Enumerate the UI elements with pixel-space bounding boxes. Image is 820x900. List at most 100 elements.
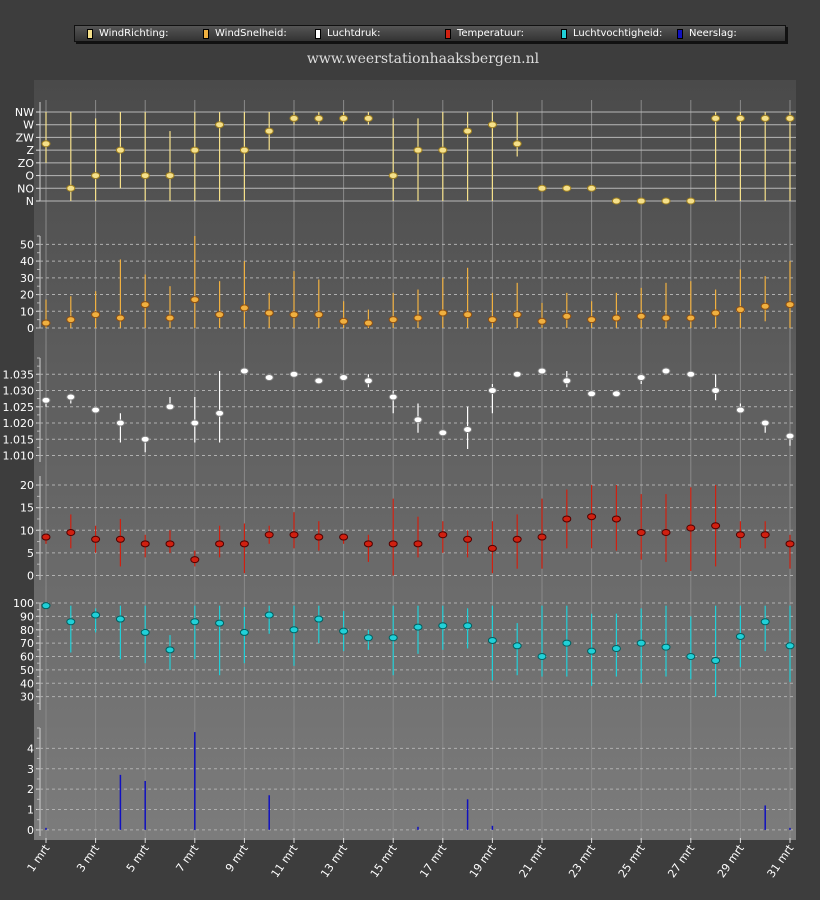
y-tick-label: 80: [20, 624, 34, 637]
data-point: [140, 435, 150, 443]
data-point: [562, 515, 572, 523]
legend-item: WindSnelheid:: [199, 28, 287, 39]
data-point: [735, 531, 745, 539]
y-tick-label: 4: [27, 742, 34, 755]
data-point: [487, 316, 497, 324]
data-point: [339, 533, 349, 541]
data-point: [339, 114, 349, 122]
data-point: [611, 644, 621, 652]
data-point: [413, 540, 423, 548]
data-point: [463, 535, 473, 543]
legend-swatch: [203, 28, 209, 39]
data-point: [66, 618, 76, 626]
y-tick-label: 1: [27, 804, 34, 817]
y-tick-label: NW: [15, 106, 34, 119]
data-point: [785, 642, 795, 650]
data-point: [661, 314, 671, 322]
data-point: [140, 301, 150, 309]
data-point: [41, 396, 51, 404]
legend: WindRichting: WindSnelheid: Luchtdruk: Temp…: [74, 25, 786, 42]
legend-label: Neerslag:: [689, 28, 737, 39]
data-point: [537, 317, 547, 325]
x-tick-label: 21 mrt: [517, 842, 549, 880]
data-point: [537, 184, 547, 192]
y-tick-label: 50: [20, 238, 34, 251]
data-point: [165, 314, 175, 322]
data-point: [785, 432, 795, 440]
data-point: [413, 416, 423, 424]
y-tick-label: 90: [20, 610, 34, 623]
data-point: [413, 146, 423, 154]
data-point: [41, 140, 51, 148]
data-point: [661, 529, 671, 537]
data-point: [215, 311, 225, 319]
data-point: [314, 615, 324, 623]
data-point: [487, 544, 497, 552]
data-point: [264, 127, 274, 135]
x-tick-label: 11 mrt: [269, 842, 301, 880]
data-point: [636, 312, 646, 320]
data-point: [190, 556, 200, 564]
data-point: [785, 301, 795, 309]
data-point: [661, 367, 671, 375]
x-tick-label: 27 mrt: [665, 842, 697, 880]
data-point: [289, 531, 299, 539]
data-point: [587, 513, 597, 521]
data-point: [735, 306, 745, 314]
data-point: [512, 140, 522, 148]
y-tick-label: 60: [20, 651, 34, 664]
legend-item: WindRichting:: [83, 28, 168, 39]
data-point: [239, 304, 249, 312]
data-point: [438, 531, 448, 539]
data-point: [611, 515, 621, 523]
website-title: www.weerstationhaaksbergen.nl: [306, 51, 540, 67]
y-tick-label: W: [23, 119, 34, 132]
data-point: [363, 319, 373, 327]
x-tick-label: 9 mrt: [223, 842, 251, 875]
data-point: [686, 653, 696, 660]
legend-item: Temperatuur:: [441, 28, 524, 39]
data-point: [215, 121, 225, 129]
y-tick-label: 10: [20, 305, 34, 318]
data-point: [661, 197, 671, 205]
y-tick-label: Z: [26, 144, 34, 157]
data-point: [438, 429, 448, 437]
x-tick-label: 15 mrt: [368, 842, 400, 880]
data-point: [785, 540, 795, 548]
x-tick-label: 29 mrt: [715, 842, 747, 880]
data-point: [215, 540, 225, 548]
legend-item: Luchtvochtigheid:: [557, 28, 662, 39]
data-point: [686, 197, 696, 205]
data-point: [512, 535, 522, 543]
y-tick-label: 1.035: [3, 368, 35, 381]
y-tick-label: 1.020: [3, 417, 35, 430]
data-point: [239, 628, 249, 636]
data-point: [587, 390, 597, 398]
y-tick-label: 100: [13, 597, 34, 610]
data-point: [438, 146, 448, 154]
data-point: [487, 121, 497, 129]
legend-item: Neerslag:: [673, 28, 737, 39]
data-point: [66, 529, 76, 537]
data-point: [587, 316, 597, 324]
data-point: [711, 309, 721, 317]
x-tick-label: 31 mrt: [765, 842, 797, 880]
data-point: [264, 309, 274, 317]
data-point: [537, 367, 547, 375]
data-point: [264, 531, 274, 539]
y-tick-label: 40: [20, 677, 34, 690]
data-point: [711, 522, 721, 530]
y-tick-label: 10: [20, 524, 34, 537]
y-tick-label: 20: [20, 479, 34, 492]
data-point: [537, 653, 547, 660]
data-point: [413, 314, 423, 322]
data-point: [190, 419, 200, 427]
data-point: [388, 634, 398, 642]
data-point: [41, 319, 51, 327]
data-point: [115, 419, 125, 427]
data-point: [760, 618, 770, 626]
legend-label: WindSnelheid:: [215, 28, 287, 39]
data-point: [190, 618, 200, 626]
data-point: [686, 314, 696, 322]
